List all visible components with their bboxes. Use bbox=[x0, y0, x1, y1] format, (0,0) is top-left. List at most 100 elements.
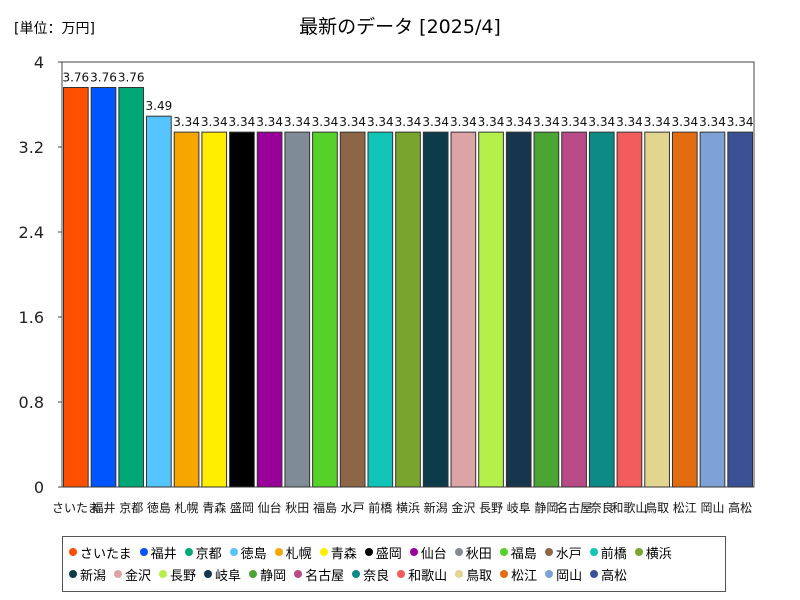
x-tick-label: 福島 bbox=[313, 500, 337, 515]
legend-label: 奈良 bbox=[363, 568, 390, 584]
x-tick-label: 静岡 bbox=[534, 501, 558, 515]
x-tick-label: 札幌 bbox=[175, 500, 199, 515]
legend-swatch bbox=[274, 548, 283, 556]
legend-swatch bbox=[397, 570, 406, 578]
legend-label: 岡山 bbox=[556, 568, 583, 584]
legend-label: さいたま bbox=[80, 546, 132, 562]
data-label: 3.34 bbox=[312, 115, 339, 129]
legend-item: 奈良 bbox=[352, 563, 389, 585]
y-tick-label: 2.4 bbox=[19, 223, 44, 242]
x-tick-label: さいたま bbox=[52, 501, 100, 515]
x-tick-label: 高松 bbox=[728, 500, 752, 515]
data-label: 3.34 bbox=[395, 115, 422, 129]
legend-swatch bbox=[159, 570, 168, 578]
data-label: 3.76 bbox=[62, 71, 89, 85]
data-label: 3.76 bbox=[90, 71, 117, 85]
bar bbox=[478, 131, 504, 488]
legend-item: 松江 bbox=[500, 563, 537, 585]
bar bbox=[505, 131, 532, 488]
bar bbox=[63, 87, 89, 488]
legend-swatch bbox=[352, 570, 361, 578]
y-tick-label: 0.8 bbox=[19, 393, 44, 412]
legend-item: 新潟 bbox=[69, 563, 106, 585]
x-tick-label: 福井 bbox=[92, 500, 116, 515]
legend-label: 静岡 bbox=[260, 568, 287, 584]
x-tick-label: 名古屋 bbox=[556, 500, 592, 515]
x-tick-label: 徳島 bbox=[147, 500, 171, 515]
legend-label: 水戸 bbox=[555, 546, 582, 562]
legend-swatch bbox=[229, 548, 238, 556]
data-label: 3.34 bbox=[505, 115, 532, 129]
bar bbox=[450, 131, 477, 488]
x-tick-label: 奈良 bbox=[590, 500, 614, 515]
bar bbox=[146, 115, 172, 488]
bar bbox=[284, 131, 311, 488]
x-tick-label: 京都 bbox=[119, 501, 143, 515]
x-tick-label: 水戸 bbox=[341, 501, 365, 515]
bar bbox=[699, 131, 726, 488]
x-tick-label: 金沢 bbox=[451, 500, 475, 515]
bar bbox=[588, 131, 615, 488]
bar bbox=[533, 131, 560, 488]
legend-label: 徳島 bbox=[240, 546, 267, 562]
legend-item: 岐阜 bbox=[204, 563, 241, 585]
legend-label: 金沢 bbox=[125, 568, 152, 584]
legend-label: 名古屋 bbox=[305, 568, 345, 584]
legend-label: 岐阜 bbox=[215, 568, 242, 584]
y-tick-label: 1.6 bbox=[19, 308, 44, 327]
x-tick-label: 岐阜 bbox=[507, 501, 531, 515]
legend-item: 福井 bbox=[139, 541, 177, 563]
legend-swatch bbox=[184, 548, 193, 556]
legend-item: 水戸 bbox=[544, 541, 582, 563]
bar bbox=[173, 131, 200, 488]
legend-item: さいたま bbox=[69, 541, 132, 563]
data-label: 3.34 bbox=[284, 115, 311, 129]
legend-label: 長野 bbox=[170, 568, 197, 584]
legend-item: 金沢 bbox=[114, 563, 151, 585]
bar bbox=[201, 131, 228, 488]
legend-swatch bbox=[294, 570, 303, 578]
data-label: 3.34 bbox=[644, 115, 671, 129]
chart-title: 最新のデータ [2025/4] bbox=[299, 16, 501, 38]
legend-label: 福島 bbox=[510, 546, 537, 562]
legend-swatch bbox=[364, 548, 373, 556]
data-label: 3.34 bbox=[173, 115, 200, 129]
x-tick-label: 青森 bbox=[202, 500, 226, 515]
legend-swatch bbox=[204, 570, 213, 578]
data-label: 3.76 bbox=[118, 71, 145, 85]
legend-label: 鳥取 bbox=[466, 568, 493, 584]
x-tick-label: 新潟 bbox=[424, 500, 448, 515]
x-tick-label: 和歌山 bbox=[611, 500, 647, 515]
data-label: 3.34 bbox=[671, 115, 698, 129]
legend-swatch bbox=[634, 548, 643, 556]
bar bbox=[367, 131, 394, 488]
legend: さいたま 福井 京都 徳島 札幌 青森 盛岡 仙台 秋田 福島 水戸 前橋 横浜 新潟 金沢 長野 岐阜 静岡 名古… bbox=[62, 536, 726, 592]
bar bbox=[616, 131, 643, 488]
legend-swatch bbox=[500, 570, 509, 578]
data-label: 3.34 bbox=[727, 115, 754, 129]
x-tick-label: 秋田 bbox=[285, 501, 309, 515]
legend-swatch bbox=[69, 548, 77, 556]
x-tick-label: 長野 bbox=[479, 501, 503, 515]
legend-item: 鳥取 bbox=[455, 563, 492, 585]
legend-item: 前橋 bbox=[589, 541, 627, 563]
legend-label: 前橋 bbox=[600, 546, 627, 562]
legend-item: 長野 bbox=[159, 563, 196, 585]
legend-swatch bbox=[545, 570, 554, 578]
legend-item: 和歌山 bbox=[397, 563, 447, 585]
legend-item: 高松 bbox=[590, 563, 627, 585]
legend-label: 横浜 bbox=[645, 546, 672, 562]
legend-item: 静岡 bbox=[249, 563, 286, 585]
legend-label: 高松 bbox=[601, 568, 628, 584]
data-label: 3.34 bbox=[561, 115, 588, 129]
legend-item: 盛岡 bbox=[364, 541, 402, 563]
x-tick-label: 前橋 bbox=[368, 500, 392, 515]
data-label: 3.49 bbox=[146, 99, 173, 113]
data-label: 3.34 bbox=[478, 115, 505, 129]
bar bbox=[395, 131, 421, 488]
legend-label: 秋田 bbox=[465, 546, 492, 562]
legend-swatch bbox=[139, 548, 148, 556]
legend-label: 和歌山 bbox=[408, 568, 448, 584]
bar bbox=[422, 131, 449, 488]
data-label: 3.34 bbox=[256, 115, 283, 129]
